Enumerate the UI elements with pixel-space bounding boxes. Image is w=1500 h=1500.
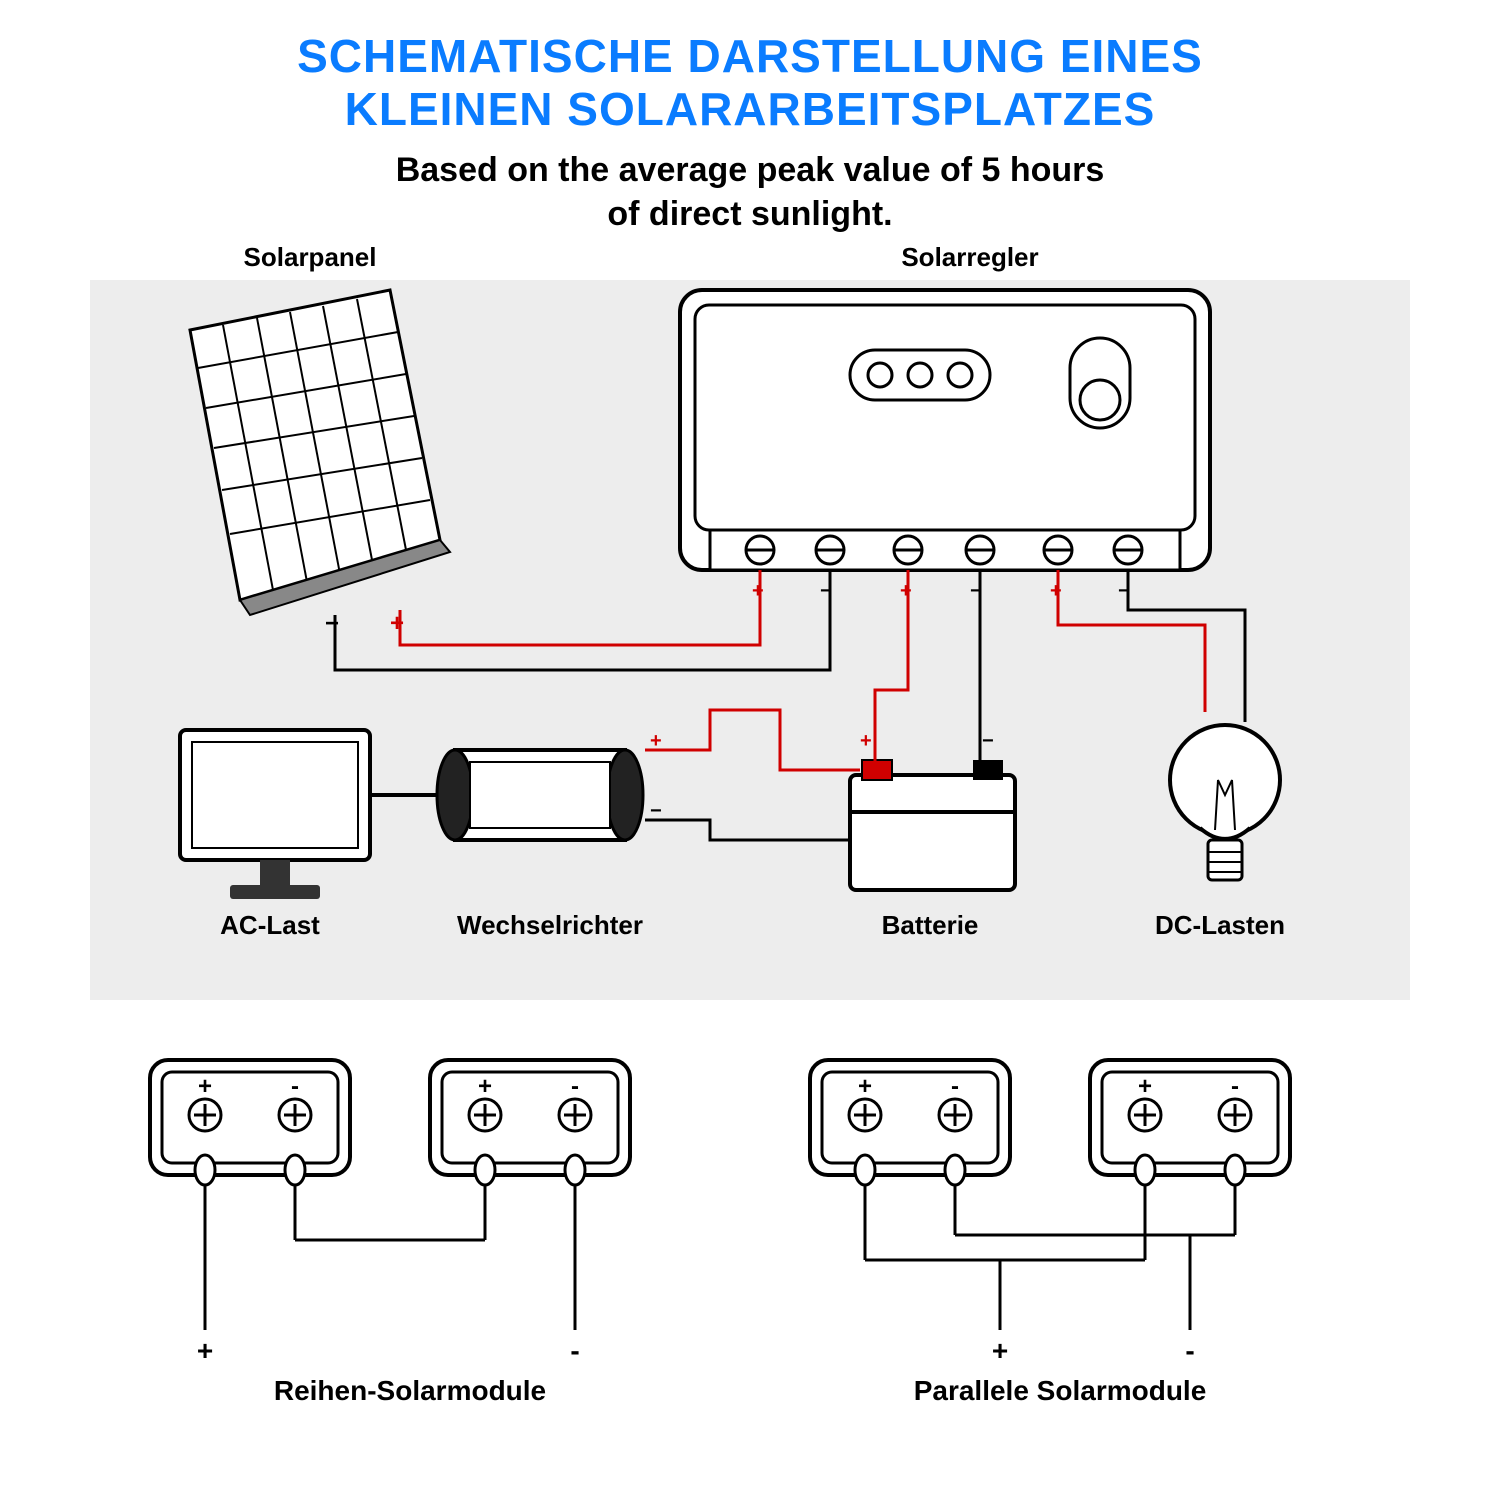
svg-text:-: - <box>1185 1335 1194 1366</box>
svg-text:-: - <box>951 1073 959 1100</box>
svg-text:+: + <box>858 1073 872 1100</box>
svg-text:+: + <box>198 1073 212 1100</box>
title-line1: SCHEMATISCHE DARSTELLUNG EINES <box>297 30 1203 82</box>
svg-text:+: + <box>478 1073 492 1100</box>
solar-panel-icon <box>190 290 450 615</box>
svg-text:-: - <box>291 1073 299 1100</box>
svg-text:-: - <box>571 1073 579 1100</box>
subtitle-line1: Based on the average peak value of 5 hou… <box>396 151 1105 189</box>
solar-controller-icon <box>680 290 1210 570</box>
page-title: SCHEMATISCHE DARSTELLUNG EINES KLEINEN S… <box>0 0 1500 136</box>
label-parallele: Parallele Solarmodule <box>850 1375 1270 1407</box>
svg-text:-: - <box>1231 1073 1239 1100</box>
lower-diagrams: + - + - <box>90 1050 1410 1470</box>
title-line2: KLEINEN SOLARARBEITSPLATZES <box>345 83 1156 135</box>
label-solarpanel: Solarpanel <box>210 242 410 273</box>
subtitle-line2: of direct sunlight. <box>607 195 892 233</box>
svg-text:+: + <box>197 1335 213 1366</box>
main-diagram: Solarpanel Solarregler PhotovoltaischeZe… <box>90 280 1410 1000</box>
page-subtitle: Based on the average peak value of 5 hou… <box>0 148 1500 236</box>
battery-icon <box>850 760 1015 890</box>
label-reihen: Reihen-Solarmodule <box>210 1375 610 1407</box>
lower-svg: + - + - <box>90 1050 1410 1430</box>
svg-text:+: + <box>992 1335 1008 1366</box>
diagram-svg <box>90 280 1410 1000</box>
svg-text:+: + <box>1138 1073 1152 1100</box>
svg-text:-: - <box>570 1335 579 1366</box>
monitor-icon <box>180 730 370 899</box>
label-solarregler: Solarregler <box>850 242 1090 273</box>
inverter-icon <box>437 750 643 840</box>
bulb-icon <box>1170 725 1280 880</box>
